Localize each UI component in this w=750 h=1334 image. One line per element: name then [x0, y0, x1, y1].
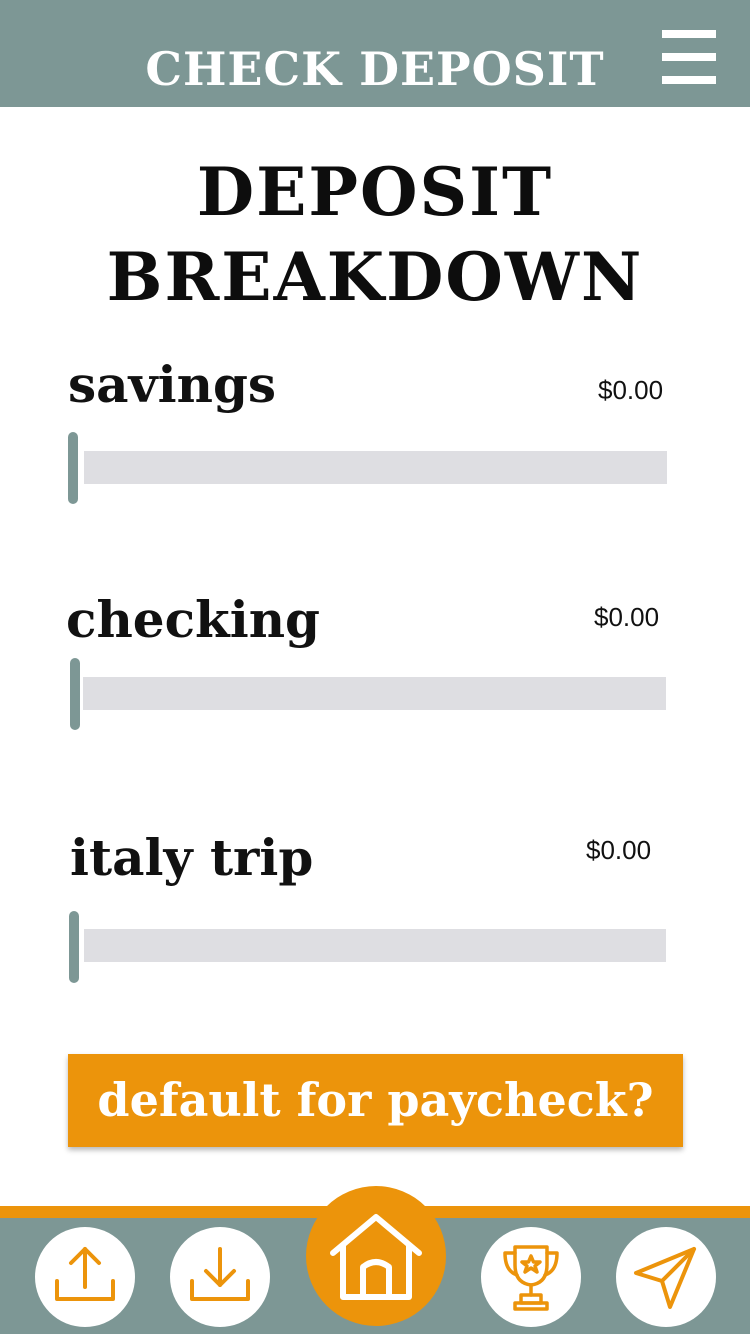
slider-handle[interactable]	[68, 432, 78, 504]
nav-upload-button[interactable]	[35, 1227, 135, 1327]
nav-send-button[interactable]	[616, 1227, 716, 1327]
allocation-row-savings: savings $0.00	[0, 355, 750, 505]
page-title-line2: BREAKDOWN	[106, 238, 644, 316]
trophy-icon	[503, 1245, 559, 1311]
upload-icon	[55, 1247, 115, 1301]
download-icon	[190, 1247, 250, 1301]
default-for-paycheck-button[interactable]: default for paycheck?	[68, 1054, 683, 1147]
allocation-label: checking	[66, 590, 321, 649]
allocation-label: italy trip	[70, 828, 314, 887]
allocation-row-italy-trip: italy trip $0.00	[0, 828, 750, 983]
home-icon	[330, 1214, 422, 1300]
header-title: CHECK DEPOSIT	[145, 42, 605, 96]
nav-trophy-button[interactable]	[481, 1227, 581, 1327]
page-title-line1: DEPOSIT	[196, 153, 554, 231]
slider-handle[interactable]	[70, 658, 80, 730]
nav-home-button[interactable]	[306, 1186, 446, 1326]
hamburger-menu-icon[interactable]	[662, 30, 716, 84]
page-title: DEPOSIT BREAKDOWN	[0, 150, 750, 320]
allocation-amount: $0.00	[586, 835, 652, 865]
nav-download-button[interactable]	[170, 1227, 270, 1327]
slider-handle[interactable]	[69, 911, 79, 983]
allocation-row-checking: checking $0.00	[0, 590, 750, 740]
slider-track[interactable]	[84, 451, 667, 484]
slider-track[interactable]	[84, 929, 666, 962]
send-icon	[634, 1247, 696, 1309]
slider-track[interactable]	[83, 677, 666, 710]
allocation-label: savings	[68, 355, 277, 414]
allocation-amount: $0.00	[598, 375, 664, 405]
header-bar: CHECK DEPOSIT	[0, 0, 750, 107]
allocation-amount: $0.00	[594, 602, 660, 632]
